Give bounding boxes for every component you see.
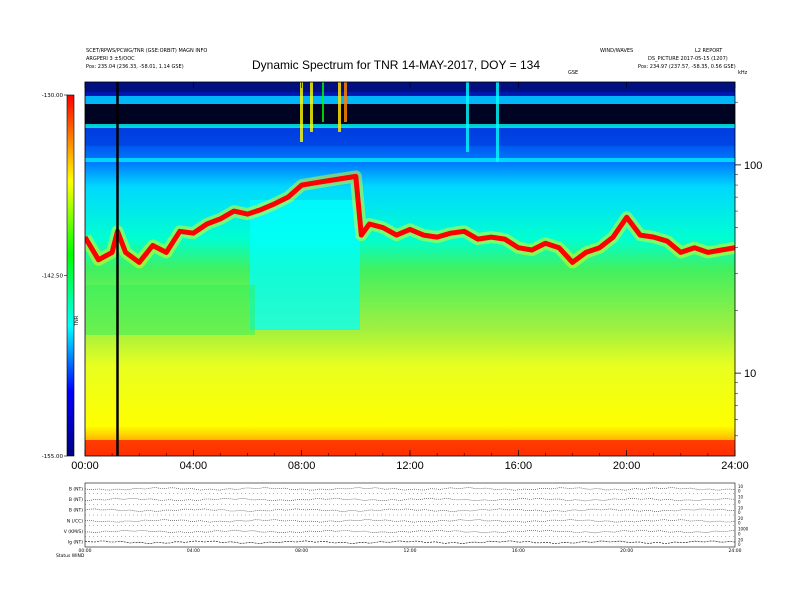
x-axis-ticks: 00:00 00:00 04:00 04:00 08:00 08:00 12:00 12:00… — [71, 82, 749, 554]
panel-right-tick-label: 1000 — [738, 527, 749, 532]
panel-label: B (NT) — [69, 508, 83, 514]
panel-right-tick-label: 0 — [738, 489, 741, 494]
colorbar-ticks: -130.00 -142.50 -155.00 — [42, 93, 67, 460]
header-right-line3: Pos: 234.97 (237.57, -58.35, 0.56 GSE) — [638, 64, 736, 70]
panel-trace — [85, 529, 736, 534]
panel-right-tick-label: 10 — [738, 484, 744, 489]
x-tick-label: 04:00 — [180, 460, 208, 472]
bottom-x-tick-label: 12:00 — [404, 548, 417, 554]
y-tick-label: 100 — [744, 160, 762, 172]
bottom-x-tick-label: 04:00 — [187, 548, 200, 554]
bottom-x-tick-label: 16:00 — [512, 548, 525, 554]
bottom-x-tick-label: 24:00 — [729, 548, 742, 554]
header-right-top-a: WIND/WAVES — [600, 48, 634, 54]
spectrogram — [85, 82, 735, 456]
panel-right-tick-label: 20 — [738, 537, 744, 542]
bottom-x-tick-label: 08:00 — [295, 548, 308, 554]
colorbar-tick-label: -142.50 — [42, 274, 64, 280]
x-tick-label: 08:00 — [288, 460, 316, 472]
x-tick-label: 12:00 — [396, 460, 424, 472]
y-axis-ticks: 100 10 — [735, 101, 762, 437]
header-right-top-b: L2 REPORT — [695, 48, 723, 54]
panel-trace — [84, 508, 736, 512]
header-left-line3: Pos: 235.04 (236.33, -58.01, 1.14 GSE) — [86, 64, 184, 70]
panel-right-tick-label: 0 — [738, 531, 741, 536]
panel-trace — [84, 497, 736, 502]
panel-right-tick-label: 0 — [738, 542, 741, 547]
panel-right-tick-label: 20 — [738, 516, 744, 521]
colorbar-tick-label: -130.00 — [42, 93, 64, 99]
panel-footer-label: Status WIND — [56, 553, 85, 559]
panel-right-tick-label: 0 — [738, 510, 741, 515]
y-tick-label: 10 — [744, 368, 756, 380]
panel-label: Ig (NT) — [68, 540, 83, 546]
x-tick-label: 00:00 — [71, 460, 99, 472]
x-tick-label: 24:00 — [721, 460, 749, 472]
panel-label: V (KM/S) — [64, 529, 83, 535]
chart-title: Dynamic Spectrum for TNR 14-MAY-2017, DO… — [251, 58, 540, 72]
panel-label: B (NT) — [69, 497, 83, 503]
x-tick-label: 20:00 — [613, 460, 641, 472]
panel-label: N (/CC) — [67, 518, 83, 524]
panel-right-tick-label: 10 — [738, 505, 744, 510]
colorbar — [67, 95, 74, 456]
header-right-small2: kHz — [738, 70, 748, 76]
bottom-x-tick-label: 20:00 — [620, 548, 633, 554]
header-right-line2: DS_PICTURE 2017-05-15 (1207) — [648, 56, 728, 62]
header-left-line2: ARGPERI 3 ±5/OOC — [86, 56, 135, 62]
plasma-line — [85, 173, 735, 265]
header-right-small: GSE — [568, 70, 579, 76]
colorbar-label: TNR — [74, 315, 80, 327]
panel-label: B (NT) — [69, 486, 83, 492]
colorbar-tick-label: -155.00 — [42, 454, 64, 460]
panel-right-tick-label: 10 — [738, 495, 744, 500]
panel-trace — [84, 519, 736, 523]
panel-right-tick-label: 0 — [738, 499, 741, 504]
panel-trace — [84, 540, 736, 544]
panel-right-tick-label: 0 — [738, 521, 741, 526]
x-tick-label: 16:00 — [505, 460, 533, 472]
panel-trace — [84, 487, 736, 491]
header-left-line1: SCET/RPWS/PCWG/TNR (GSE:ORBIT) MAGN INFO — [86, 48, 208, 54]
bottom-x-tick-label: 00:00 — [79, 548, 92, 554]
